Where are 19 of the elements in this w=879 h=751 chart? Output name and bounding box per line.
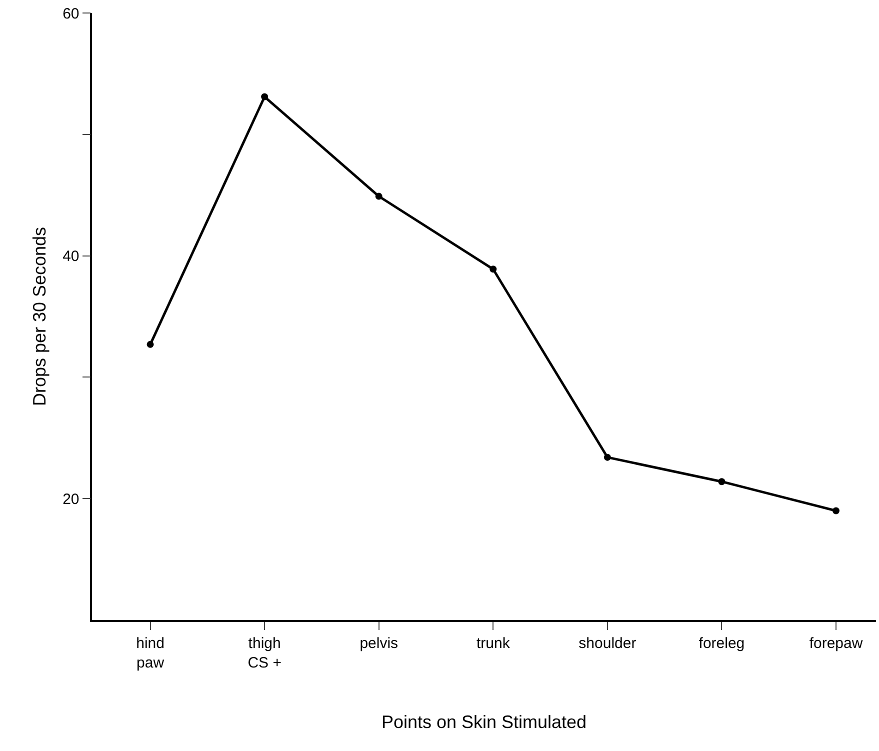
x-axis-title: Points on Skin Stimulated xyxy=(381,712,587,732)
x-tick-label: thigh CS + xyxy=(248,634,282,672)
point xyxy=(146,340,154,348)
point xyxy=(490,266,497,273)
x-tick-label: pelvis xyxy=(360,634,398,652)
x-tick-label: hind paw xyxy=(136,634,164,672)
y-tick-label: 40 xyxy=(62,248,80,266)
y-axis-title: Drops per 30 Seconds xyxy=(29,226,50,406)
point xyxy=(832,507,840,514)
point xyxy=(375,192,382,200)
x-tick-label: forepaw xyxy=(809,634,863,652)
y-tick-label: 60 xyxy=(62,5,80,22)
point xyxy=(261,93,268,100)
point xyxy=(718,478,726,486)
x-tick-label: foreleg xyxy=(698,634,745,652)
x-tick-label: trunk xyxy=(476,634,510,652)
x-tick-label: shoulder xyxy=(578,634,636,652)
y-tick-label: 20 xyxy=(62,490,80,508)
point xyxy=(604,454,611,461)
